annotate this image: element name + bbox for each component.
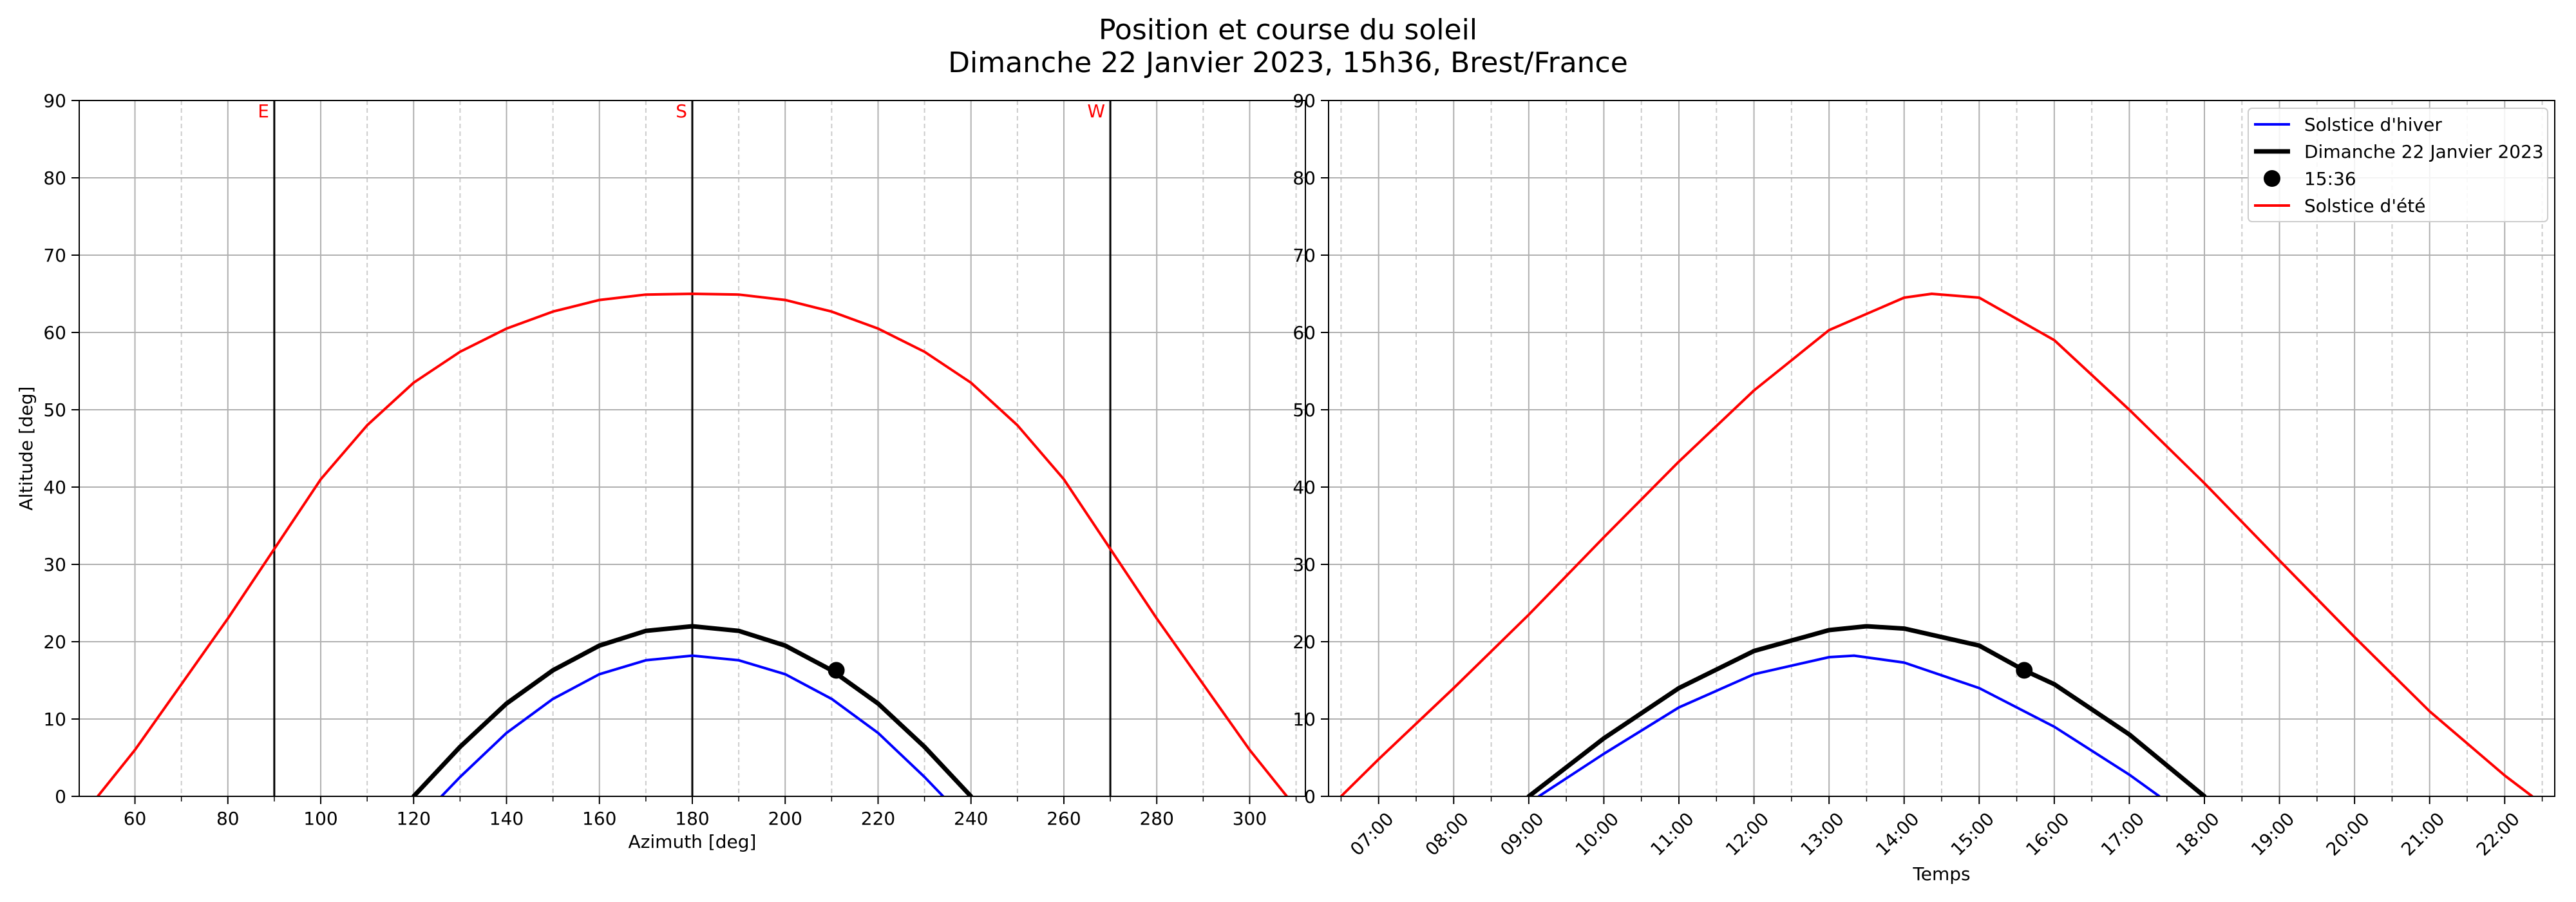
azimuth-x-tick-label: 180 [675, 808, 709, 829]
time-y-tick-label: 50 [1293, 399, 1316, 421]
time-y-tick-label: 80 [1293, 168, 1316, 189]
azimuth-y-tick-label: 90 [43, 90, 66, 111]
azimuth-x-tick-label: 300 [1233, 808, 1267, 829]
time-y-tick-label: 70 [1293, 245, 1316, 266]
azimuth-current-position-point [828, 662, 845, 679]
azimuth-y-tick-label: 80 [43, 168, 66, 189]
azimuth-y-tick-label: 20 [43, 631, 66, 653]
legend-time-label: 15:36 [2304, 168, 2356, 189]
azimuth-y-tick-label: 0 [55, 786, 66, 807]
direction-label-w: W [1087, 101, 1105, 122]
azimuth-x-tick-label: 160 [582, 808, 616, 829]
time-series-solstice-d-t [1340, 293, 2533, 796]
azimuth-x-tick-label: 60 [124, 808, 147, 829]
time-y-tick-label: 40 [1293, 477, 1316, 498]
azimuth-y-tick-label: 60 [43, 322, 66, 343]
time-x-axis-label: Temps [1912, 863, 1970, 885]
time-current-position-point [2016, 662, 2033, 679]
time-series-solstice-d-hiver [1537, 654, 2161, 796]
time-y-tick-label: 60 [1293, 322, 1316, 343]
azimuth-x-tick-label: 220 [861, 808, 895, 829]
azimuth-series-solstice-d-t [96, 293, 1289, 796]
azimuth-x-tick-label: 100 [303, 808, 337, 829]
time-y-tick-label: 10 [1293, 709, 1316, 730]
azimuth-x-tick-label: 200 [768, 808, 802, 829]
azimuth-series [96, 293, 1289, 796]
azimuth-ticks: 0 10 20 30 40 50 60 70 80 90 60 80 100 120 140 160 180 20… [43, 90, 1297, 829]
azimuth-x-tick-label: 80 [216, 808, 240, 829]
azimuth-x-tick-label: 240 [954, 808, 988, 829]
time-series [1340, 293, 2533, 796]
direction-label-s: S [676, 101, 687, 122]
direction-label-e: E [258, 101, 269, 122]
time-y-tick-label: 30 [1293, 554, 1316, 575]
legend: Solstice d'hiver Dimanche 22 Janvier 202… [2248, 108, 2548, 222]
azimuth-y-tick-label: 40 [43, 477, 66, 498]
time-y-tick-label: 90 [1293, 90, 1316, 111]
azimuth-series-solstice-d-hiver [440, 654, 945, 796]
azimuth-x-axis-label: Azimuth [deg] [629, 831, 757, 852]
azimuth-y-tick-label: 70 [43, 245, 66, 266]
figure-title-line-2: Dimanche 22 Janvier 2023, 15h36, Brest/F… [948, 46, 1628, 79]
time-series-dimanche-22-janvier-2023 [1526, 624, 2207, 796]
legend-box [2248, 108, 2548, 222]
azimuth-x-tick-label: 260 [1046, 808, 1081, 829]
azimuth-y-tick-label: 10 [43, 709, 66, 730]
azimuth-series-dimanche-22-janvier-2023 [411, 624, 974, 796]
legend-time-marker [2264, 170, 2280, 187]
legend-winter-label: Solstice d'hiver [2304, 114, 2442, 135]
time-y-tick-label: 0 [1304, 786, 1316, 807]
legend-summer-label: Solstice d'été [2304, 195, 2425, 216]
azimuth-altitude-panel: E S W 0 10 20 30 40 50 60 70 80 90 60 80 100 120 140 160 1… [15, 90, 1306, 852]
azimuth-grid [79, 100, 1305, 797]
azimuth-x-tick-label: 140 [489, 808, 524, 829]
azimuth-y-tick-label: 30 [43, 554, 66, 575]
time-y-tick-label: 20 [1293, 631, 1316, 653]
azimuth-x-tick-label: 280 [1139, 808, 1173, 829]
azimuth-y-tick-label: 50 [43, 399, 66, 421]
altitude-y-axis-label: Altitude [deg] [15, 387, 37, 511]
figure-title-line-1: Position et course du soleil [1099, 14, 1477, 46]
azimuth-x-tick-label: 120 [397, 808, 431, 829]
legend-today-label: Dimanche 22 Janvier 2023 [2304, 141, 2544, 162]
